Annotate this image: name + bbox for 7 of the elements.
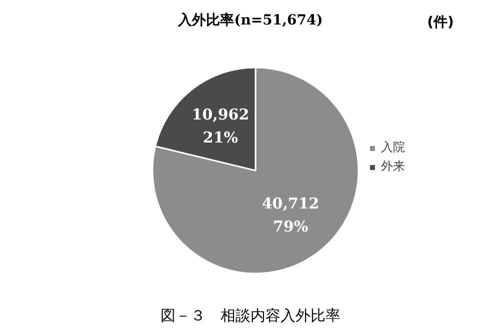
data-label: 40,712 79% xyxy=(262,194,320,236)
text: (件) xyxy=(427,14,454,30)
legend-label: 入院 xyxy=(381,139,405,156)
chart-title: 入外比率(n=51,674) xyxy=(177,12,323,28)
text: 図－３ 相談内容入外比率 xyxy=(160,306,340,324)
legend-label: 外来 xyxy=(381,158,405,175)
data-label: 10,962 21% xyxy=(192,105,250,147)
